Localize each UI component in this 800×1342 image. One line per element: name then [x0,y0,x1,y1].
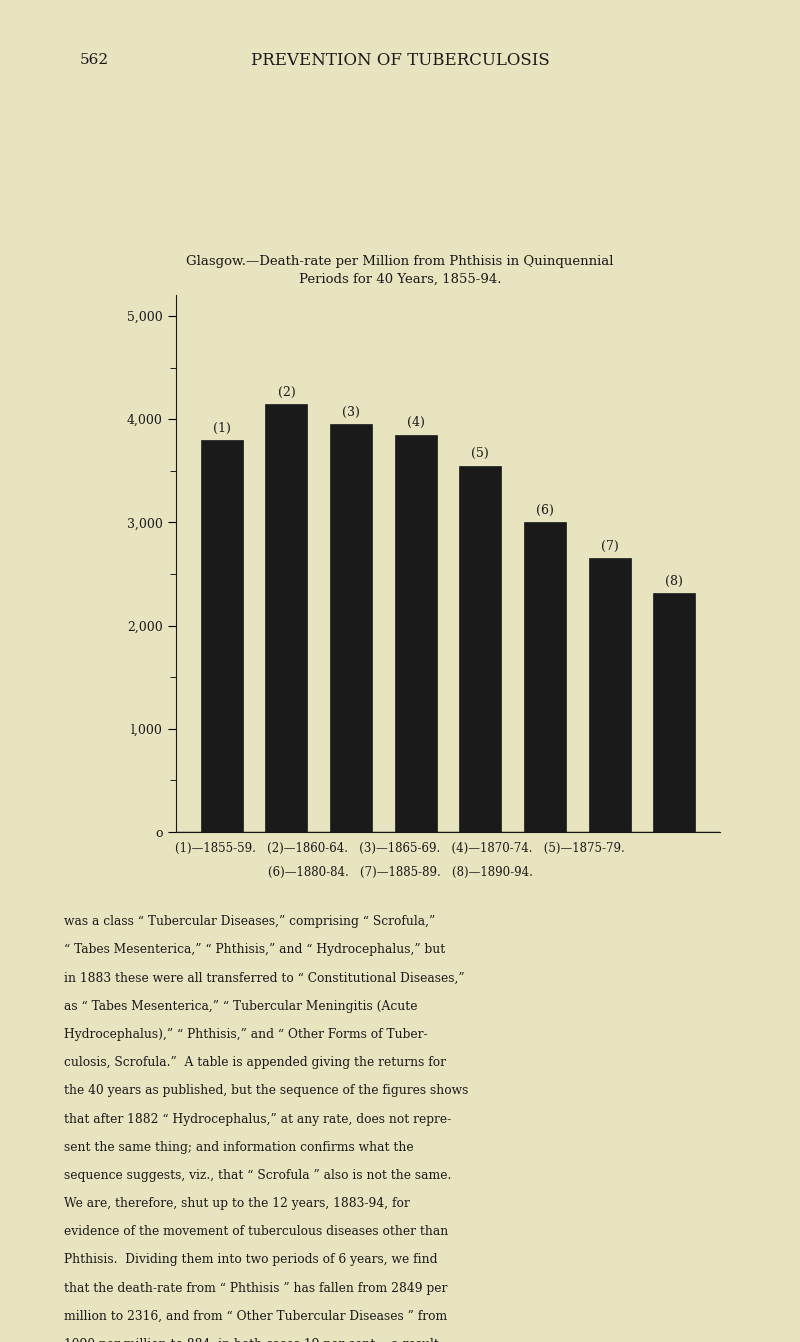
Bar [524,522,566,832]
Text: (6)—1880-84.   (7)—1885-89.   (8)—1890-94.: (6)—1880-84. (7)—1885-89. (8)—1890-94. [267,866,533,879]
Text: (1)—1855-59.   (2)—1860-64.   (3)—1865-69.   (4)—1870-74.   (5)—1875-79.: (1)—1855-59. (2)—1860-64. (3)—1865-69. (… [175,841,625,855]
Text: (7): (7) [601,541,618,553]
Text: sequence suggests, viz., that “ Scrofula ” also is not the same.: sequence suggests, viz., that “ Scrofula… [64,1169,451,1182]
Text: sent the same thing; and information confirms what the: sent the same thing; and information con… [64,1141,414,1154]
Text: Glasgow.—Death-rate per Million from Phthisis in Quinquennial: Glasgow.—Death-rate per Million from Pht… [186,255,614,268]
Text: 1090 per million to 884, in both cases 19 per cent.—a result: 1090 per million to 884, in both cases 1… [64,1338,439,1342]
Text: Periods for 40 Years, 1855-94.: Periods for 40 Years, 1855-94. [298,272,502,286]
Text: (5): (5) [471,447,489,460]
Text: that after 1882 “ Hydrocephalus,” at any rate, does not repre-: that after 1882 “ Hydrocephalus,” at any… [64,1113,451,1126]
Text: the 40 years as published, but the sequence of the figures shows: the 40 years as published, but the seque… [64,1084,468,1098]
Text: million to 2316, and from “ Other Tubercular Diseases ” from: million to 2316, and from “ Other Tuberc… [64,1310,447,1323]
Bar [654,593,695,832]
Text: as “ Tabes Mesenterica,” “ Tubercular Meningitis (Acute: as “ Tabes Mesenterica,” “ Tubercular Me… [64,1000,418,1013]
Text: (1): (1) [213,421,230,435]
Text: in 1883 these were all transferred to “ Constitutional Diseases,”: in 1883 these were all transferred to “ … [64,972,465,985]
Text: (6): (6) [536,505,554,517]
Bar [266,404,307,832]
Text: We are, therefore, shut up to the 12 years, 1883-94, for: We are, therefore, shut up to the 12 yea… [64,1197,410,1210]
Text: Phthisis.  Dividing them into two periods of 6 years, we find: Phthisis. Dividing them into two periods… [64,1253,438,1267]
Bar [330,424,372,832]
Text: PREVENTION OF TUBERCULOSIS: PREVENTION OF TUBERCULOSIS [250,52,550,68]
Text: Hydrocephalus),” “ Phthisis,” and “ Other Forms of Tuber-: Hydrocephalus),” “ Phthisis,” and “ Othe… [64,1028,428,1041]
Text: culosis, Scrofula.”  A table is appended giving the returns for: culosis, Scrofula.” A table is appended … [64,1056,446,1070]
Text: (4): (4) [406,416,425,429]
Text: evidence of the movement of tuberculous diseases other than: evidence of the movement of tuberculous … [64,1225,448,1239]
Text: (8): (8) [666,574,683,588]
Text: 562: 562 [80,54,109,67]
Text: that the death-rate from “ Phthisis ” has fallen from 2849 per: that the death-rate from “ Phthisis ” ha… [64,1282,447,1295]
Text: was a class “ Tubercular Diseases,” comprising “ Scrofula,”: was a class “ Tubercular Diseases,” comp… [64,915,435,929]
Bar [589,558,630,832]
Text: “ Tabes Mesenterica,” “ Phthisis,” and “ Hydrocephalus,” but: “ Tabes Mesenterica,” “ Phthisis,” and “… [64,943,446,957]
Bar [394,435,437,832]
Bar [459,466,502,832]
Text: (2): (2) [278,385,295,399]
Bar [201,440,242,832]
Text: (3): (3) [342,407,360,419]
